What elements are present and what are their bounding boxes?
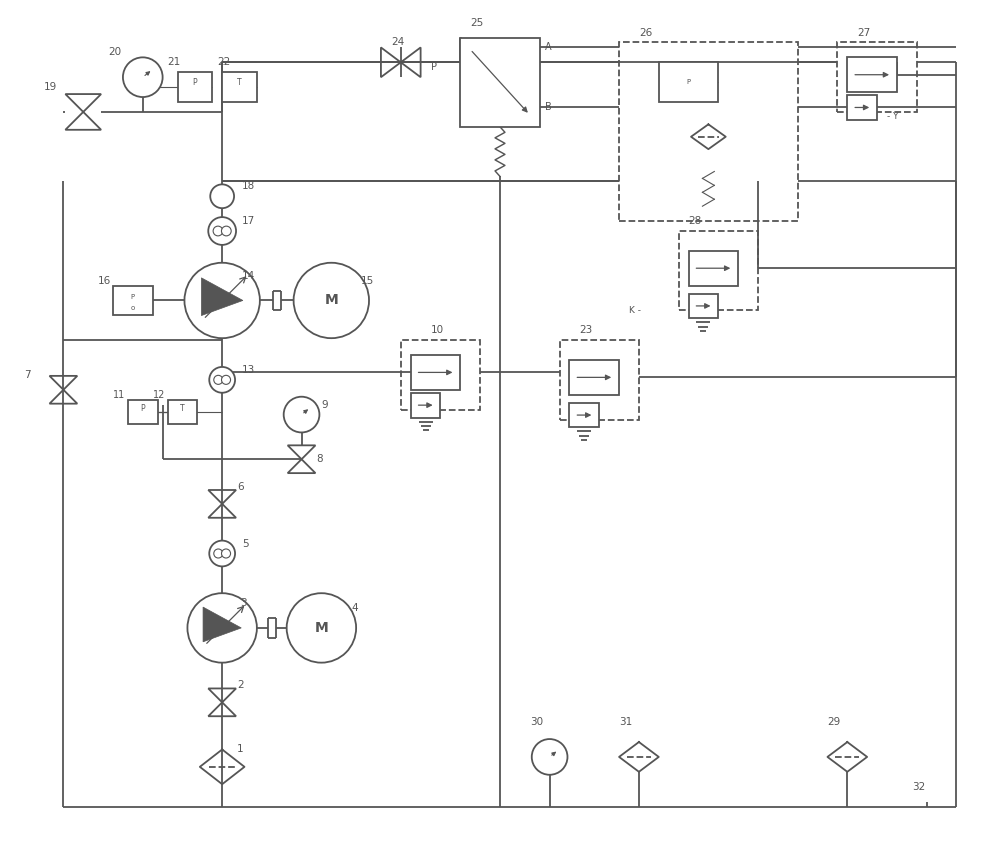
Text: 32: 32 bbox=[912, 782, 925, 791]
Text: P: P bbox=[193, 78, 197, 87]
Circle shape bbox=[222, 549, 231, 558]
Text: 24: 24 bbox=[391, 37, 404, 48]
Text: 25: 25 bbox=[470, 18, 483, 28]
Text: 3: 3 bbox=[240, 598, 247, 608]
Text: T: T bbox=[180, 404, 185, 413]
Bar bbox=[411, 355, 460, 390]
Text: o: o bbox=[131, 306, 135, 312]
Bar bbox=[847, 58, 897, 92]
Bar bbox=[460, 37, 540, 127]
Bar bbox=[837, 42, 917, 112]
Bar bbox=[560, 340, 639, 419]
Text: P: P bbox=[431, 62, 437, 72]
Text: P: P bbox=[131, 295, 135, 301]
Text: 28: 28 bbox=[689, 216, 702, 226]
Text: 18: 18 bbox=[242, 182, 255, 191]
Text: - Y: - Y bbox=[887, 112, 898, 121]
Text: 13: 13 bbox=[242, 365, 255, 375]
Circle shape bbox=[123, 58, 163, 97]
Text: 22: 22 bbox=[217, 58, 230, 67]
Circle shape bbox=[213, 226, 223, 236]
Text: P: P bbox=[140, 404, 145, 413]
Text: 23: 23 bbox=[579, 325, 593, 335]
Circle shape bbox=[209, 541, 235, 566]
Bar bbox=[569, 360, 619, 395]
Text: 7: 7 bbox=[24, 370, 30, 380]
Bar bbox=[222, 72, 257, 102]
Bar bbox=[619, 42, 798, 221]
Bar bbox=[178, 72, 212, 102]
Circle shape bbox=[214, 549, 223, 558]
Bar bbox=[689, 294, 718, 318]
Text: 14: 14 bbox=[242, 271, 255, 281]
Text: K -: K - bbox=[629, 306, 641, 315]
Bar bbox=[411, 393, 440, 418]
Bar bbox=[689, 250, 738, 285]
Circle shape bbox=[287, 593, 356, 663]
Bar bbox=[569, 402, 599, 428]
Polygon shape bbox=[203, 607, 241, 642]
Text: P: P bbox=[686, 79, 691, 85]
Circle shape bbox=[187, 593, 257, 663]
Text: 6: 6 bbox=[237, 482, 244, 492]
Circle shape bbox=[532, 739, 567, 775]
Text: 15: 15 bbox=[361, 276, 374, 285]
Text: 1: 1 bbox=[237, 744, 244, 754]
Bar bbox=[847, 95, 877, 120]
Text: 16: 16 bbox=[98, 276, 111, 285]
Polygon shape bbox=[201, 278, 243, 316]
Text: B: B bbox=[545, 102, 551, 112]
Bar bbox=[113, 285, 153, 315]
Circle shape bbox=[222, 375, 231, 385]
Text: 19: 19 bbox=[44, 82, 57, 93]
Circle shape bbox=[294, 262, 369, 338]
Circle shape bbox=[184, 262, 260, 338]
Circle shape bbox=[210, 184, 234, 208]
Bar bbox=[679, 231, 758, 311]
Circle shape bbox=[209, 367, 235, 393]
Circle shape bbox=[214, 375, 223, 385]
Text: 5: 5 bbox=[242, 538, 249, 548]
Text: 4: 4 bbox=[351, 603, 358, 613]
Text: 12: 12 bbox=[153, 390, 165, 400]
Text: 21: 21 bbox=[168, 58, 181, 67]
Text: 20: 20 bbox=[108, 48, 121, 58]
Text: M: M bbox=[315, 621, 328, 635]
Text: 10: 10 bbox=[431, 325, 444, 335]
Circle shape bbox=[284, 396, 319, 432]
Text: A: A bbox=[545, 42, 551, 53]
Circle shape bbox=[208, 217, 236, 245]
Text: 30: 30 bbox=[530, 717, 543, 728]
Text: 27: 27 bbox=[857, 27, 870, 37]
Text: 9: 9 bbox=[321, 400, 328, 410]
Text: 31: 31 bbox=[619, 717, 632, 728]
Text: 11: 11 bbox=[113, 390, 125, 400]
Bar bbox=[659, 62, 718, 102]
Text: M: M bbox=[324, 294, 338, 307]
Text: 29: 29 bbox=[827, 717, 841, 728]
Bar bbox=[401, 340, 480, 409]
Bar bbox=[168, 400, 197, 424]
Circle shape bbox=[221, 226, 231, 236]
Bar bbox=[128, 400, 158, 424]
Text: 8: 8 bbox=[316, 454, 323, 464]
Text: 2: 2 bbox=[237, 680, 244, 690]
Text: T: T bbox=[237, 78, 242, 87]
Text: 17: 17 bbox=[242, 216, 255, 226]
Text: 26: 26 bbox=[639, 27, 652, 37]
